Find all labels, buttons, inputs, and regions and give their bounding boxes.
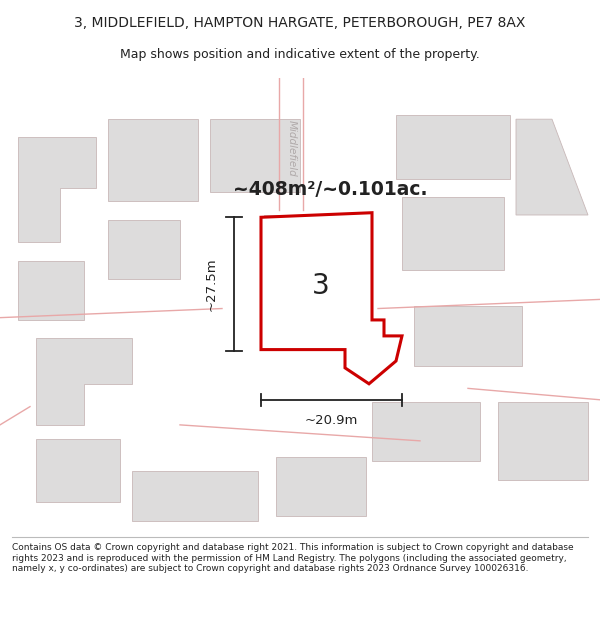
Polygon shape [498,402,588,479]
Text: ~20.9m: ~20.9m [305,414,358,427]
Text: Map shows position and indicative extent of the property.: Map shows position and indicative extent… [120,48,480,61]
Polygon shape [108,219,180,279]
Polygon shape [396,114,510,179]
Polygon shape [261,213,402,384]
Polygon shape [132,471,258,521]
Text: ~408m²/~0.101ac.: ~408m²/~0.101ac. [233,181,427,199]
Polygon shape [402,197,504,270]
Polygon shape [18,261,84,320]
Polygon shape [18,138,96,242]
Polygon shape [108,119,198,201]
Polygon shape [414,306,522,366]
Text: 3, MIDDLEFIELD, HAMPTON HARGATE, PETERBOROUGH, PE7 8AX: 3, MIDDLEFIELD, HAMPTON HARGATE, PETERBO… [74,16,526,29]
Polygon shape [210,119,300,192]
Polygon shape [276,457,366,516]
Text: ~27.5m: ~27.5m [205,257,218,311]
Polygon shape [36,439,120,503]
Polygon shape [36,338,132,425]
Polygon shape [264,215,372,284]
Polygon shape [516,119,588,215]
Text: Middlefield: Middlefield [287,121,297,177]
Text: 3: 3 [312,272,330,300]
Polygon shape [372,402,480,461]
Text: Contains OS data © Crown copyright and database right 2021. This information is : Contains OS data © Crown copyright and d… [12,543,574,573]
